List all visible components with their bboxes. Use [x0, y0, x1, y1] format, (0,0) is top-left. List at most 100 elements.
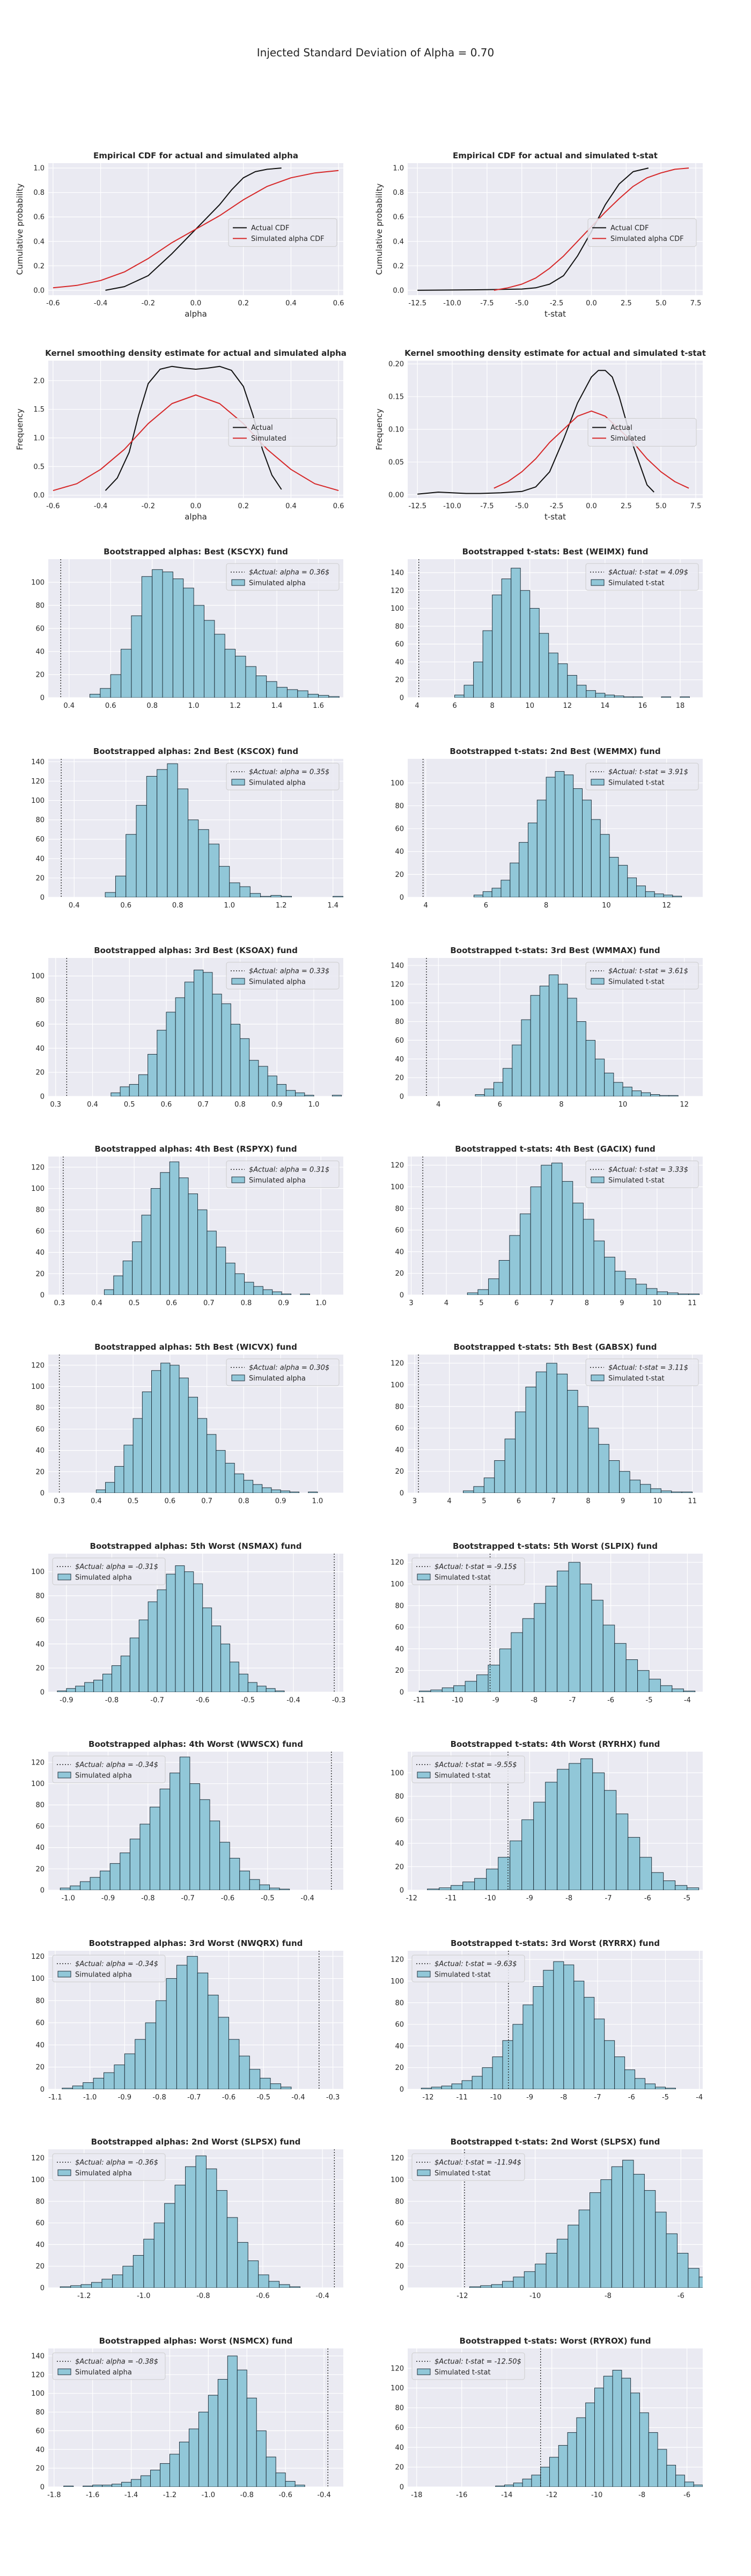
histogram-bar — [553, 1961, 564, 2089]
x-tick-label: 0.5 — [129, 1299, 140, 1307]
histogram-bar — [510, 1840, 522, 1890]
legend-entry: $Actual: t-stat = -12.50$ — [435, 2358, 521, 2366]
x-tick-label: -10 — [529, 2292, 541, 2300]
y-tick-label: 40 — [395, 848, 404, 856]
legend-box — [411, 1755, 525, 1783]
x-tick-label: -6 — [628, 2094, 635, 2102]
histogram-bar — [188, 2428, 199, 2487]
x-tick-label: -7 — [605, 1894, 612, 1902]
histogram-bar — [660, 1490, 672, 1493]
y-tick-label: 80 — [395, 1018, 404, 1026]
histogram-bar — [614, 1271, 626, 1295]
histogram-bar — [126, 834, 137, 897]
y-tick-label: 140 — [391, 569, 404, 577]
figure-title: Injected Standard Deviation of Alpha = 0… — [256, 46, 495, 59]
histogram-bar — [195, 2155, 207, 2288]
y-tick-label: 0 — [400, 2484, 404, 2492]
histogram-bar — [258, 1066, 268, 1096]
histogram-bar — [230, 1023, 240, 1096]
x-tick-label: -0.8 — [240, 2491, 254, 2499]
y-tick-label: 80 — [35, 1592, 45, 1600]
histogram-bar — [105, 1482, 115, 1493]
y-tick-label: 40 — [395, 1248, 404, 1256]
x-tick-label: 0.6 — [333, 299, 344, 308]
y-tick-label: 140 — [31, 2352, 45, 2360]
legend-box — [228, 418, 337, 447]
x-tick-label: 1.0 — [315, 1299, 327, 1307]
legend-entry: $Actual: alpha = 0.35$ — [249, 769, 329, 777]
histogram-bar — [150, 1188, 161, 1295]
legend-entry: Simulated alpha — [249, 978, 306, 986]
histogram-bar — [225, 1262, 235, 1295]
y-tick-label: 0.8 — [393, 189, 404, 197]
histogram-bar — [520, 590, 531, 698]
histogram-bar — [548, 653, 558, 698]
histogram-bar — [583, 1219, 594, 1295]
histogram-bar — [465, 1681, 477, 1692]
histogram-bar — [492, 595, 502, 698]
histogram-bar — [576, 685, 587, 698]
chart-16: -11 -10 -9 -8 -7 -6 -5 -4 0 20 40 60 80 100 120 Bootstr… — [391, 1541, 703, 1704]
plot-area — [60, 1752, 332, 1890]
histogram-bar — [623, 696, 634, 698]
histogram-bar — [260, 896, 271, 897]
x-tick-label: -7.5 — [480, 502, 494, 510]
y-tick-label: 0 — [400, 2285, 404, 2293]
y-tick-label: 100 — [391, 779, 404, 787]
x-tick-label: -0.6 — [221, 1894, 234, 1902]
x-tick-label: 8 — [544, 902, 548, 910]
y-tick-label: 100 — [31, 972, 45, 980]
histogram-bar — [229, 882, 240, 897]
histogram-bar — [249, 2069, 261, 2089]
histogram-bar — [451, 1885, 463, 1890]
x-tick-label: 10 — [525, 702, 534, 710]
histogram-bar — [501, 579, 512, 698]
x-tick-label: -1.0 — [137, 2292, 150, 2300]
chart-7: 0.4 0.6 0.8 1.0 1.2 1.4 0 20 40 60 80 100 120 140 Boot… — [31, 747, 343, 910]
y-tick-label: 40 — [35, 1447, 45, 1455]
histogram-bar — [209, 1820, 220, 1890]
y-tick-label: 60 — [395, 825, 404, 833]
histogram-bar — [175, 997, 185, 1096]
histogram-bar — [475, 1094, 485, 1096]
y-tick-label: 0.4 — [393, 238, 404, 246]
y-tick-label: 120 — [31, 1362, 45, 1370]
legend: $Actual: alpha = 0.30$ Simulated alpha — [226, 1358, 340, 1386]
legend-entry: Simulated — [251, 435, 286, 443]
histogram-bar — [256, 2430, 267, 2487]
x-axis-label: t-stat — [544, 512, 566, 522]
histogram-bar — [564, 774, 574, 897]
legend-entry: Simulated alpha — [75, 1772, 132, 1780]
histogram-bar — [275, 2472, 286, 2487]
x-tick-label: 14 — [601, 702, 610, 710]
histogram-bar — [533, 1986, 544, 2089]
histogram-bar — [93, 1680, 104, 1692]
histogram-bar — [122, 1260, 133, 1295]
legend-swatch — [591, 579, 605, 586]
histogram-bar — [115, 875, 127, 897]
chart-20: -12 -11 -10 -9 -8 -7 -6 -5 -4 0 20 40 60 80 100 120 Boot… — [391, 1938, 703, 2102]
histogram-bar — [166, 1012, 176, 1096]
x-tick-label: 16 — [638, 702, 647, 710]
histogram-bar — [732, 2287, 742, 2288]
histogram-bar — [493, 1082, 504, 1096]
histogram-bar — [640, 1092, 651, 1096]
x-tick-label: 10 — [653, 1497, 662, 1505]
y-tick-label: 100 — [391, 1769, 404, 1777]
y-tick-label: 0 — [40, 1093, 45, 1101]
y-tick-label: 80 — [395, 1403, 404, 1411]
legend-entry: Simulated alpha — [75, 2170, 132, 2178]
histogram-bar — [208, 844, 219, 897]
histogram-bar — [308, 1491, 318, 1493]
histogram-bar — [185, 2166, 196, 2288]
histogram-bar — [160, 2463, 170, 2487]
histogram-bar — [84, 1682, 94, 1692]
y-tick-label: 60 — [395, 1227, 404, 1235]
x-tick-label: 4 — [447, 1497, 452, 1505]
y-tick-label: 100 — [31, 1975, 45, 1983]
histogram-bar — [539, 985, 550, 1096]
histogram-bar — [524, 2271, 536, 2288]
y-tick-label: 0 — [40, 2086, 45, 2094]
x-tick-label: -0.4 — [300, 1894, 314, 1902]
histogram-bar — [184, 1571, 194, 1692]
